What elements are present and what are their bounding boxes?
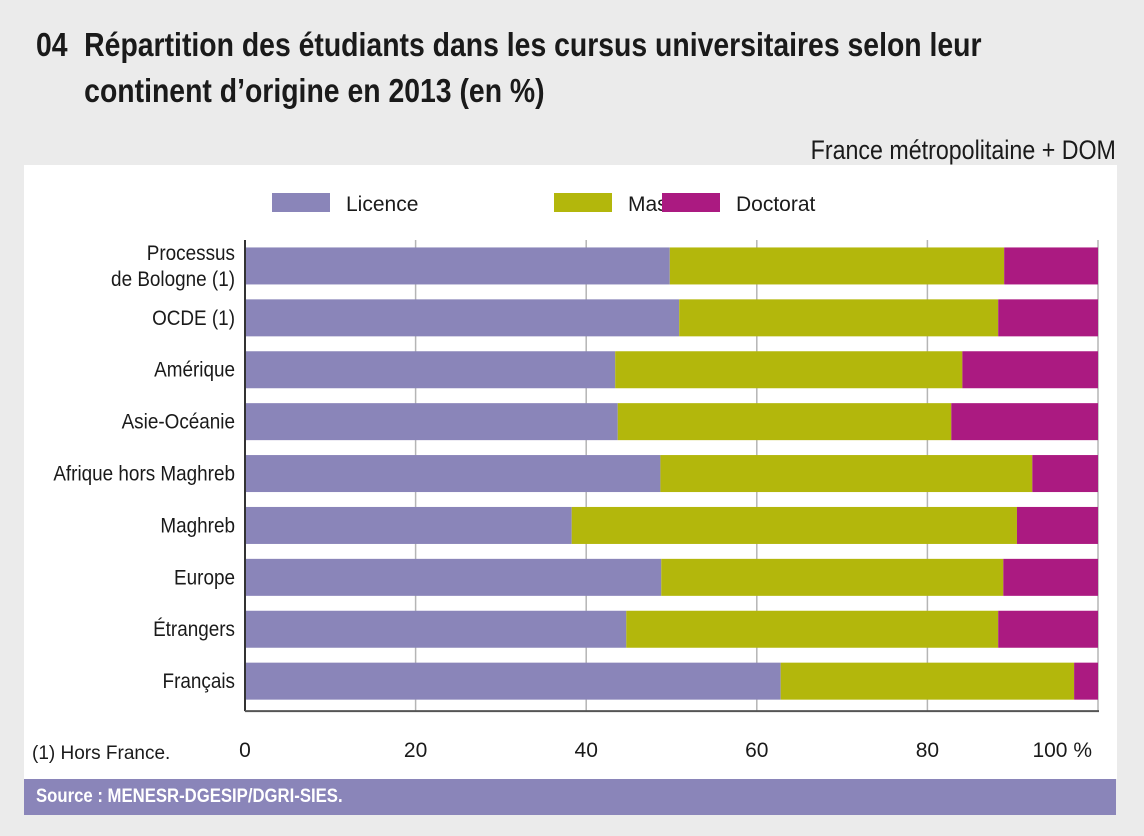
bar-licence xyxy=(245,351,616,389)
x-tick-label: 80 xyxy=(916,739,939,762)
bar-master xyxy=(617,403,952,441)
category-label: de Bologne (1) xyxy=(111,268,235,291)
bar-master xyxy=(571,506,1017,544)
bar-master xyxy=(780,662,1075,700)
category-label: OCDE (1) xyxy=(152,307,235,330)
category-label: Asie-Océanie xyxy=(122,411,235,434)
x-tick-label: 20 xyxy=(404,739,427,762)
title-line-2: continent d’origine en 2013 (en %) xyxy=(84,72,545,109)
bars xyxy=(245,247,1098,700)
legend-swatch-doctorat xyxy=(662,193,720,212)
bar-master xyxy=(615,351,963,389)
bar-licence xyxy=(245,455,661,493)
bar-doctorat xyxy=(1016,506,1098,544)
axes xyxy=(244,240,1099,713)
source-text: Source : MENESR-DGESIP/DGRI-SIES. xyxy=(36,786,343,807)
legend-swatch-master xyxy=(554,193,612,212)
category-label: Français xyxy=(163,670,235,693)
bar-master xyxy=(669,247,1005,285)
legend-swatch-licence xyxy=(272,193,330,212)
bar-licence xyxy=(245,558,662,596)
bar-licence xyxy=(245,247,670,285)
x-tick-label: 60 xyxy=(745,739,768,762)
bar-doctorat xyxy=(1003,558,1098,596)
x-tick-label: 0 xyxy=(239,739,251,762)
chart-subtitle: France métropolitaine + DOM xyxy=(810,135,1116,165)
figure-number: 04 xyxy=(36,26,68,63)
category-label: Amérique xyxy=(154,359,235,382)
bar-doctorat xyxy=(962,351,1098,389)
bar-licence xyxy=(245,403,618,441)
bar-doctorat xyxy=(998,299,1098,337)
bar-doctorat xyxy=(1004,247,1098,285)
footnote: (1) Hors France. xyxy=(32,743,170,764)
category-label: Afrique hors Maghreb xyxy=(53,463,235,486)
bar-licence xyxy=(245,662,781,700)
x-tick-label: 40 xyxy=(575,739,598,762)
bar-doctorat xyxy=(998,610,1098,648)
title-line-1: Répartition des étudiants dans les cursu… xyxy=(84,26,982,63)
bar-doctorat xyxy=(951,403,1098,441)
bar-doctorat xyxy=(1032,455,1098,493)
category-label: Processus xyxy=(147,242,235,265)
legend-label-doctorat: Doctorat xyxy=(736,193,816,216)
bar-master xyxy=(626,610,999,648)
bar-licence xyxy=(245,610,627,648)
chart-panel: Licence Master Doctorat Processus de Bologn… xyxy=(24,165,1117,779)
stacked-bar-chart: Licence Master Doctorat Processus de Bologn… xyxy=(32,193,1099,764)
legend-label-licence: Licence xyxy=(346,193,418,216)
bar-master xyxy=(661,558,1004,596)
bar-master xyxy=(660,455,1033,493)
legend: Licence Master Doctorat xyxy=(272,193,816,216)
category-label: Étrangers xyxy=(153,617,235,641)
y-axis-labels: Processus de Bologne (1) OCDE (1) Amérique A… xyxy=(53,242,235,693)
bar-doctorat xyxy=(1074,662,1098,700)
bar-licence xyxy=(245,506,572,544)
category-label: Maghreb xyxy=(160,515,235,538)
bar-master xyxy=(679,299,999,337)
category-label: Europe xyxy=(174,566,235,589)
x-axis-labels: 0 20 40 60 80 100 % xyxy=(239,739,1092,762)
bar-licence xyxy=(245,299,680,337)
chart-title: 04 Répartition des étudiants dans les cur… xyxy=(36,22,982,114)
x-tick-label: 100 % xyxy=(1032,739,1092,762)
source-bar: Source : MENESR-DGESIP/DGRI-SIES. xyxy=(24,779,1116,815)
